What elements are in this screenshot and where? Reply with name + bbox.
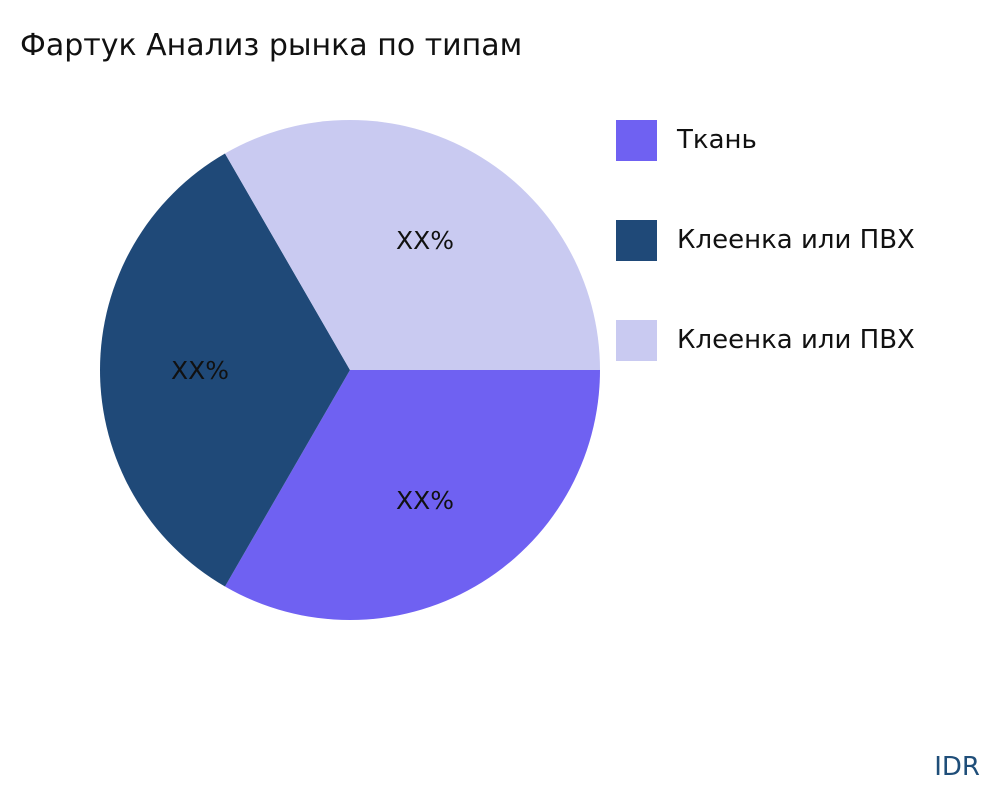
legend-item: Клеенка или ПВХ bbox=[616, 219, 915, 261]
pie-slice bbox=[225, 119, 600, 370]
legend-label: Клеенка или ПВХ bbox=[677, 225, 915, 255]
slice-label: XX% bbox=[396, 226, 454, 255]
legend-label: Клеенка или ПВХ bbox=[677, 325, 915, 355]
legend-item: Ткань bbox=[616, 119, 757, 161]
slice-label: XX% bbox=[396, 486, 454, 515]
pie-slice bbox=[225, 370, 600, 620]
legend-swatch bbox=[616, 219, 657, 261]
legend-swatch bbox=[616, 119, 657, 161]
legend-label: Ткань bbox=[677, 125, 757, 155]
slice-label: XX% bbox=[171, 356, 229, 385]
legend-item: Клеенка или ПВХ bbox=[616, 319, 915, 361]
legend-swatch bbox=[616, 319, 657, 361]
chart-title: Фартук Анализ рынка по типам bbox=[20, 28, 523, 63]
brand-logo-text: IDR bbox=[934, 752, 980, 782]
